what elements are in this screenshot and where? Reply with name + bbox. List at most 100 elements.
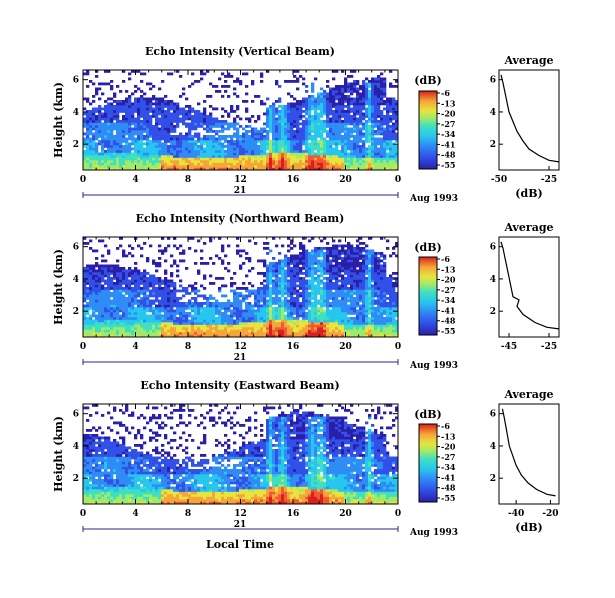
heatmap-cell [296,152,300,156]
heatmap-cell [188,157,192,161]
average-y-tick-label: 6 [490,76,496,86]
heatmap-cell [305,322,309,325]
heatmap-cell [101,152,105,156]
heatmap-cell [257,327,261,330]
heatmap-cell [356,97,360,101]
heatmap-cell [89,132,93,136]
heatmap-cell [296,299,300,303]
heatmap-cell [302,267,306,270]
heatmap-cell [278,279,282,283]
heatmap-cell [89,155,93,158]
heatmap-cell [146,145,150,148]
heatmap-cell [122,304,126,308]
heatmap-cell [176,309,180,313]
heatmap-cell [284,304,288,308]
heatmap-cell [95,327,99,330]
heatmap-cell [305,259,309,263]
heatmap-cell [236,294,240,298]
heatmap-cell [134,272,138,275]
heatmap-cell [89,145,93,148]
heatmap-cell [377,80,381,83]
heatmap-cell [155,324,159,328]
heatmap-cell [233,327,237,330]
heatmap-cell [92,150,96,153]
heatmap-cell [305,135,309,138]
heatmap-cell [125,274,129,278]
heatmap-cell [170,272,174,275]
heatmap-cell [260,147,264,151]
heatmap-cell [371,162,375,166]
heatmap-cell [215,165,219,168]
heatmap-cell [86,242,90,245]
heatmap-cell [350,70,354,73]
heatmap-cell [254,304,258,308]
heatmap-cell [365,112,369,116]
heatmap-cell [224,135,228,138]
heatmap-cell [188,327,192,330]
heatmap-cell [161,167,165,171]
heatmap-cell [98,115,102,118]
heatmap-cell [293,107,297,111]
heatmap-cell [338,102,342,106]
heatmap-cell [218,140,222,143]
heatmap-cell [230,162,234,166]
heatmap-cell [128,334,132,338]
heatmap-cell [368,120,372,123]
heatmap-cell [395,127,399,131]
heatmap-cell [98,299,102,303]
heatmap-cell [344,145,348,148]
heatmap-cell [302,162,306,166]
heatmap-cell [389,142,393,146]
heatmap-cell [281,142,285,146]
heatmap-cell [311,157,315,161]
heatmap-cell [335,85,339,88]
heatmap-cell [341,90,345,93]
heatmap-cell [110,334,114,338]
heatmap-cell [170,264,174,268]
heatmap-cell [320,152,324,156]
heatmap-cell [374,77,378,81]
heatmap-cell [251,147,255,151]
heatmap-cell [158,105,162,108]
heatmap-cell [236,249,240,253]
heatmap-cell [284,292,288,295]
heatmap-cell [248,317,252,320]
heatmap-cell [326,140,330,143]
heatmap-cell [326,80,330,83]
heatmap-cell [245,327,249,330]
heatmap-cell [215,324,219,328]
heatmap-cell [311,317,315,320]
heatmap-cell [92,167,96,171]
heatmap-cell [212,334,216,338]
heatmap-cell [170,312,174,315]
heatmap-cell [203,287,207,290]
heatmap-cell [365,100,369,103]
heatmap-cell [308,105,312,108]
heatmap-cell [164,322,168,325]
heatmap-cell [179,302,183,305]
heatmap-cell [272,327,276,330]
heatmap-cell [116,302,120,305]
heatmap-cell [299,117,303,121]
heatmap-cell [116,274,120,278]
heatmap-cell [164,160,168,163]
heatmap-cell [368,80,372,83]
heatmap-cell [158,317,162,320]
heatmap-cell [155,294,159,298]
heatmap-cell [206,165,210,168]
heatmap-cell [149,147,153,151]
heatmap-cell [194,145,198,148]
heatmap-cell [149,132,153,136]
heatmap-cell [335,95,339,98]
heatmap-cell [215,277,219,280]
heatmap-cell [224,137,228,141]
heatmap-cell [167,130,171,133]
heatmap-cell [167,292,171,295]
heatmap-cell [230,105,234,108]
heatmap-cell [92,314,96,318]
heatmap-cell [119,145,123,148]
heatmap-cell [185,334,189,338]
heatmap-cell [230,107,234,111]
heatmap-cell [119,284,123,288]
heatmap-cell [329,95,333,98]
